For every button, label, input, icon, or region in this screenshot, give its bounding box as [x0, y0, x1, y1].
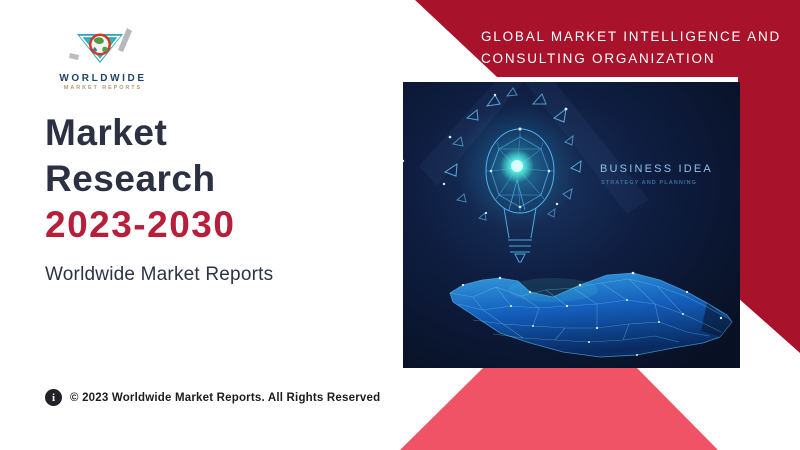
logo-swoosh	[69, 28, 132, 60]
banner-ribbon	[415, 0, 800, 77]
footer: i © 2023 Worldwide Market Reports. All R…	[45, 389, 380, 406]
title-subtitle: Worldwide Market Reports	[45, 264, 274, 285]
copyright-text: © 2023 Worldwide Market Reports. All Rig…	[70, 391, 381, 404]
title-line1: Market	[45, 112, 168, 153]
banner: GLOBAL MARKET INTELLIGENCE AND CONSULTIN…	[481, 26, 781, 70]
hand-illustration	[449, 271, 733, 358]
globe-icon	[89, 33, 111, 56]
idea-illustration	[403, 82, 740, 368]
floating-triangles	[443, 87, 582, 221]
logo-icon	[69, 28, 132, 63]
logo: WORLDWIDE MARKET REPORTS	[58, 22, 148, 91]
sparkles	[403, 93, 568, 215]
artwork-title: BUSINESS IDEA	[600, 163, 713, 175]
info-icon: i	[45, 389, 62, 406]
title-line2: Research	[45, 158, 216, 199]
artwork: BUSINESS IDEA STRATEGY AND PLANNING	[403, 82, 740, 368]
banner-line2: CONSULTING ORGANIZATION	[481, 51, 716, 66]
bottom-accent-triangle	[400, 368, 718, 450]
right-accent-band	[738, 0, 800, 353]
logo-tagline: MARKET REPORTS	[63, 85, 143, 91]
hand-sparkles	[461, 271, 723, 356]
headline: Market Research 2023-2030 Worldwide Mark…	[45, 110, 273, 286]
logo-brand: WORLDWIDE	[59, 73, 147, 84]
title-years: 2023-2030	[45, 204, 236, 245]
banner-line1: GLOBAL MARKET INTELLIGENCE AND	[481, 29, 782, 44]
artwork-subtitle: STRATEGY AND PLANNING	[601, 180, 698, 186]
bulb-core	[511, 160, 523, 172]
